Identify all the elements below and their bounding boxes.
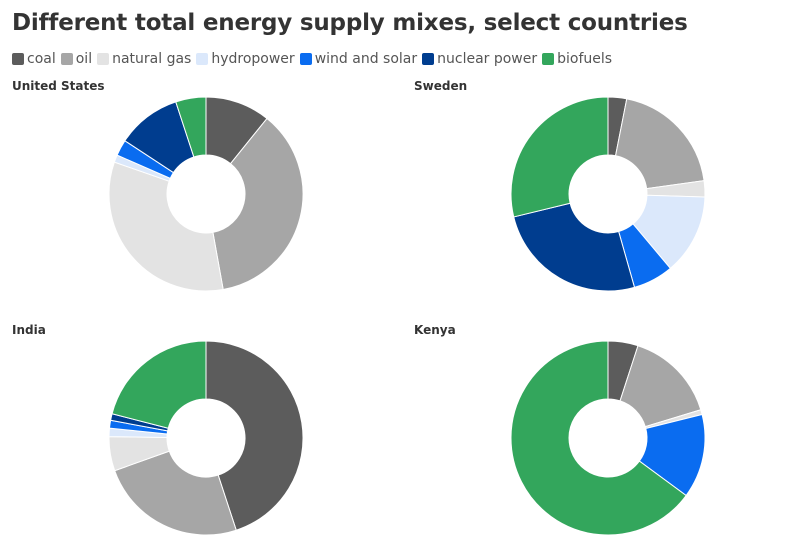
slice-nuclear-power: [513, 202, 636, 292]
legend-item-coal: coal: [12, 51, 56, 67]
slice-natural-gas: [108, 161, 224, 292]
legend-label-hydropower: hydropower: [211, 51, 295, 67]
legend-item-oil: oil: [60, 51, 93, 67]
donut-india: [108, 340, 304, 536]
legend-label-coal: coal: [27, 51, 56, 67]
slice-oil: [114, 450, 237, 536]
panel-title-sweden: Sweden: [414, 79, 468, 93]
legend-item-natural-gas: natural gas: [97, 51, 191, 67]
donut-sweden: [510, 96, 706, 292]
legend-swatch-hydropower: [196, 53, 209, 65]
legend-swatch-oil: [60, 53, 73, 65]
donut-united-states: [108, 96, 304, 292]
slice-biofuels: [510, 340, 687, 536]
slice-oil: [212, 117, 304, 291]
panel-title-india: India: [12, 323, 46, 337]
legend-swatch-natural-gas: [97, 53, 110, 65]
donut-kenya: [510, 340, 706, 536]
legend-item-nuclear-power: nuclear power: [422, 51, 537, 67]
legend-swatch-biofuels: [542, 53, 555, 65]
legend-label-wind-and-solar: wind and solar: [314, 51, 418, 67]
legend-swatch-nuclear-power: [422, 53, 435, 65]
legend-label-natural-gas: natural gas: [112, 51, 192, 67]
chart-title: Different total energy supply mixes, sel…: [12, 10, 688, 36]
legend-item-hydropower: hydropower: [196, 51, 295, 67]
slice-biofuels: [175, 96, 207, 158]
legend-label-nuclear-power: nuclear power: [437, 51, 538, 67]
panel-title-united-states: United States: [12, 79, 105, 93]
slice-coal: [205, 340, 304, 531]
slice-biofuels: [510, 96, 609, 218]
legend-label-biofuels: biofuels: [557, 51, 613, 67]
legend-item-biofuels: biofuels: [542, 51, 612, 67]
legend: coal oil natural gas hydropower wind and…: [12, 49, 617, 69]
slice-oil: [614, 98, 705, 190]
legend-swatch-wind-and-solar: [299, 53, 312, 65]
legend-swatch-coal: [12, 53, 24, 65]
legend-item-wind-and-solar: wind and solar: [299, 51, 418, 67]
panel-title-kenya: Kenya: [414, 323, 456, 337]
legend-label-oil: oil: [75, 51, 93, 67]
slice-biofuels: [111, 340, 207, 429]
